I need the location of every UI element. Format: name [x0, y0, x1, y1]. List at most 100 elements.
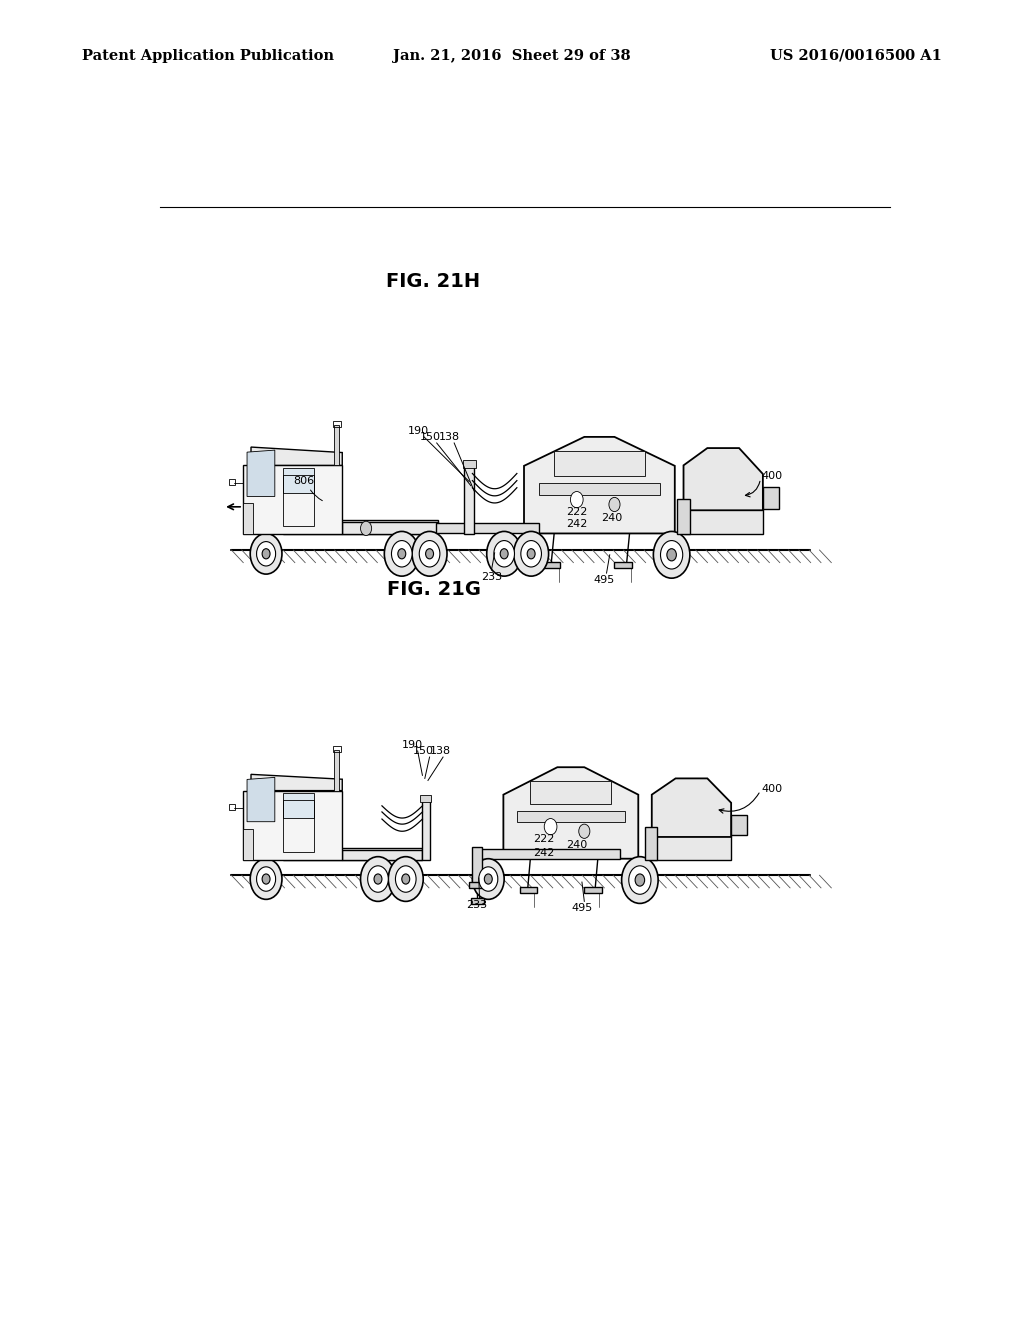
Bar: [463, 461, 475, 469]
Circle shape: [419, 541, 440, 568]
Polygon shape: [652, 779, 731, 837]
Bar: [243, 791, 342, 859]
Text: 242: 242: [534, 847, 555, 858]
Circle shape: [374, 874, 382, 884]
Bar: [333, 421, 341, 426]
Circle shape: [635, 874, 645, 886]
Bar: [477, 849, 621, 859]
Text: 233: 233: [467, 900, 487, 911]
Circle shape: [527, 549, 536, 558]
Bar: [731, 814, 748, 836]
Polygon shape: [251, 447, 342, 466]
Circle shape: [391, 541, 412, 568]
Bar: [228, 804, 236, 810]
Bar: [283, 847, 422, 859]
Bar: [645, 828, 657, 859]
Bar: [763, 487, 778, 508]
Text: 222: 222: [565, 507, 587, 517]
Circle shape: [262, 874, 270, 884]
Circle shape: [544, 818, 557, 834]
Polygon shape: [283, 836, 342, 847]
Bar: [243, 503, 253, 535]
Bar: [342, 850, 422, 859]
Bar: [517, 810, 625, 822]
Bar: [436, 523, 539, 533]
Polygon shape: [251, 775, 342, 791]
Circle shape: [609, 498, 621, 512]
Bar: [652, 836, 731, 859]
Bar: [614, 562, 632, 568]
Text: 400: 400: [761, 470, 782, 480]
Text: Patent Application Publication: Patent Application Publication: [82, 49, 334, 63]
Text: 150: 150: [413, 746, 434, 756]
Bar: [342, 523, 437, 535]
Circle shape: [384, 532, 419, 576]
Circle shape: [494, 541, 514, 568]
Polygon shape: [247, 450, 274, 496]
Circle shape: [388, 857, 423, 902]
Circle shape: [484, 874, 493, 884]
Bar: [422, 799, 430, 859]
Circle shape: [667, 549, 677, 561]
Text: 495: 495: [594, 576, 614, 585]
Bar: [283, 474, 314, 527]
Bar: [471, 899, 483, 904]
Text: 190: 190: [408, 426, 429, 436]
Bar: [333, 746, 341, 752]
Circle shape: [653, 532, 690, 578]
Circle shape: [660, 541, 683, 569]
Polygon shape: [504, 767, 638, 859]
Polygon shape: [283, 508, 342, 520]
Bar: [539, 483, 659, 495]
Circle shape: [486, 532, 521, 576]
Text: 240: 240: [565, 841, 587, 850]
Bar: [283, 520, 437, 535]
Polygon shape: [684, 447, 763, 511]
Text: 138: 138: [439, 432, 460, 442]
Bar: [677, 499, 690, 535]
Text: 222: 222: [534, 834, 555, 845]
Bar: [243, 466, 342, 535]
Bar: [585, 887, 602, 894]
Circle shape: [579, 824, 590, 838]
Bar: [283, 467, 314, 492]
Circle shape: [412, 532, 447, 576]
Bar: [334, 750, 339, 791]
Bar: [334, 425, 339, 466]
Bar: [554, 451, 645, 475]
Bar: [465, 466, 474, 535]
Circle shape: [360, 857, 395, 902]
Circle shape: [257, 867, 275, 891]
Circle shape: [401, 874, 410, 884]
Text: 240: 240: [601, 513, 623, 523]
Bar: [542, 562, 559, 568]
Circle shape: [360, 521, 372, 536]
Circle shape: [250, 533, 282, 574]
Bar: [469, 882, 485, 888]
Bar: [472, 846, 482, 886]
Circle shape: [397, 549, 406, 558]
Circle shape: [570, 491, 583, 508]
Text: 806: 806: [294, 475, 314, 486]
Circle shape: [629, 866, 651, 894]
Bar: [684, 508, 763, 535]
Text: FIG. 21H: FIG. 21H: [386, 272, 480, 290]
Circle shape: [622, 857, 658, 903]
Text: 138: 138: [430, 746, 452, 756]
Circle shape: [479, 867, 498, 891]
Bar: [283, 800, 314, 851]
Text: 242: 242: [565, 519, 587, 529]
Circle shape: [500, 549, 508, 558]
Bar: [283, 793, 314, 818]
Text: 150: 150: [420, 432, 441, 442]
Circle shape: [521, 541, 542, 568]
Text: 400: 400: [761, 784, 782, 793]
Circle shape: [472, 859, 504, 899]
Circle shape: [257, 541, 275, 566]
Bar: [519, 887, 537, 894]
Bar: [243, 829, 253, 859]
Circle shape: [395, 866, 416, 892]
Text: 190: 190: [401, 741, 423, 750]
Polygon shape: [524, 437, 675, 533]
Circle shape: [514, 532, 549, 576]
